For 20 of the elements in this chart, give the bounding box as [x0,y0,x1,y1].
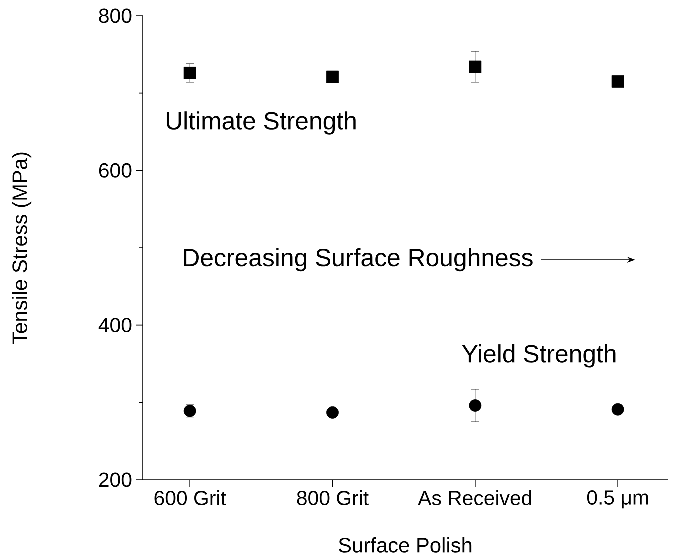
point [184,67,196,80]
series-label: Yield Strength [462,344,616,368]
point [326,406,339,419]
series-label: Ultimate Strength [166,112,356,135]
x-tick-label: 800 Grit [297,490,369,506]
point [469,60,482,74]
point [469,400,482,412]
x-tick-label: 600 Grit [154,490,226,506]
y-tick-label: 800 [99,8,132,24]
point [612,403,624,416]
point [612,76,624,88]
y-axis-title: Tensile Stress (MPa) [12,152,32,344]
annotation: Decreasing Surface Roughness [184,248,533,272]
point [326,70,339,84]
x-tick-label: As Received [418,490,532,506]
y-tick-label: 400 [98,318,132,333]
x-tick-label: 0.5 μm [587,490,648,509]
y-tick-label: 600 [99,163,132,178]
y-tick-label: 200 [99,472,132,488]
x-axis-title: Surface Polish [339,538,472,553]
